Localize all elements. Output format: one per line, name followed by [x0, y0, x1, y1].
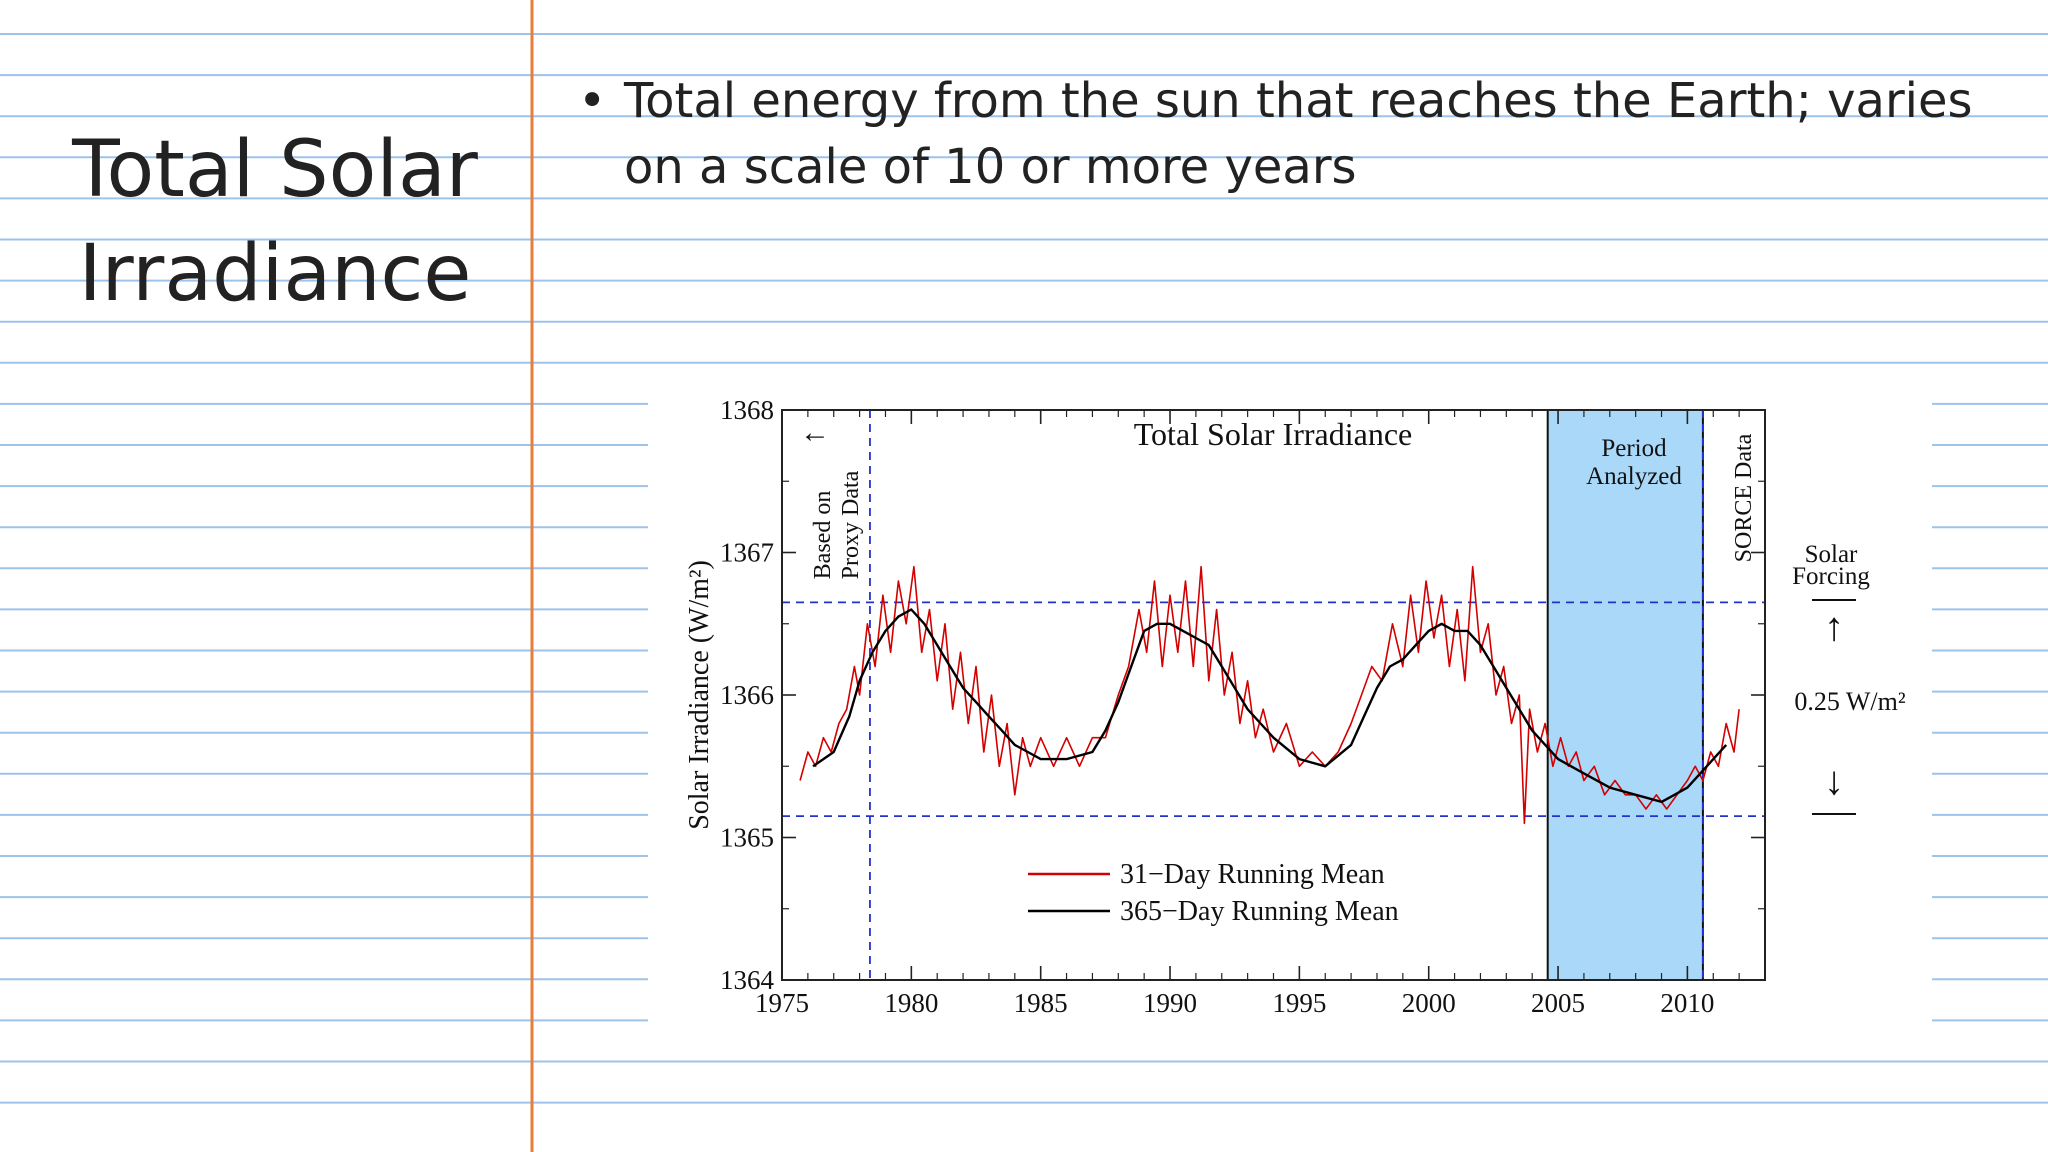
x-tick-label: 1985 [1014, 988, 1068, 1018]
slide-title: Total Solar Irradiance [40, 118, 510, 326]
proxy-annotation-line-2: Proxy Data [838, 470, 864, 579]
tsi-chart: 1975 1980 1985 1990 1995 2000 2005 2010 1364 1365… [684, 395, 1906, 1018]
slide-title-line-1: Total Solar [72, 125, 478, 215]
forcing-value: 0.25 W/m² [1794, 687, 1906, 716]
legend-label-365day: 365−Day Running Mean [1120, 896, 1399, 927]
x-tick-label: 1995 [1272, 988, 1326, 1018]
x-tick-label: 2000 [1402, 988, 1456, 1018]
y-axis-label: Solar Irradiance (W/m²) [684, 560, 715, 830]
y-tick-label: 1368 [720, 395, 774, 425]
period-label-line-1: Period [1601, 435, 1667, 462]
y-tick-label: 1366 [720, 680, 774, 710]
x-tick-label: 1975 [755, 988, 809, 1018]
x-tick-label: 1990 [1143, 988, 1197, 1018]
y-tick-label: 1365 [720, 823, 774, 853]
sorce-annotation: SORCE Data [1731, 433, 1757, 562]
proxy-arrow-icon: ← [800, 416, 830, 449]
period-analyzed-region [1546, 409, 1704, 981]
x-tick-label: 2005 [1531, 988, 1585, 1018]
chart-panel: 1975 1980 1985 1990 1995 2000 2005 2010 1364 1365… [648, 380, 1932, 1040]
y-tick-label: 1364 [720, 965, 775, 995]
bullet-text: Total energy from the sun that reaches t… [624, 73, 1973, 195]
proxy-annotation-line-1: Based on [810, 491, 836, 580]
chart-title: Total Solar Irradiance [1134, 416, 1413, 452]
bullet-list: • Total energy from the sun that reaches… [578, 68, 2018, 200]
legend-label-31day: 31−Day Running Mean [1120, 859, 1385, 890]
forcing-down-arrow-icon: ↓ [1824, 758, 1844, 803]
x-tick-label: 2010 [1660, 988, 1714, 1018]
series-365day-line [812, 608, 1728, 804]
forcing-label-line-2: Forcing [1792, 563, 1870, 590]
y-tick-label: 1367 [720, 538, 774, 568]
period-label-line-2: Analyzed [1586, 463, 1682, 490]
bullet-dot: • [578, 73, 607, 129]
slide-title-line-2: Irradiance [78, 229, 472, 319]
forcing-up-arrow-icon: ↑ [1824, 604, 1844, 649]
forcing-label-line-1: Solar [1805, 541, 1858, 568]
series-31day-line [799, 565, 1740, 825]
x-tick-label: 1980 [884, 988, 938, 1018]
